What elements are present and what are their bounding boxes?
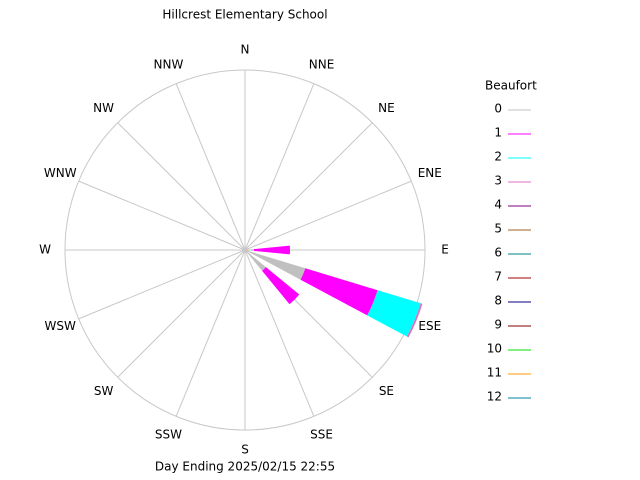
legend-label: 7 <box>494 270 502 284</box>
spoke <box>244 122 373 251</box>
spoke <box>78 180 246 251</box>
direction-label: NNE <box>309 58 335 72</box>
direction-label: WNW <box>44 166 77 180</box>
spoke <box>117 249 246 378</box>
direction-label: NNW <box>154 58 184 72</box>
legend-label: 8 <box>494 294 502 308</box>
legend-label: 1 <box>494 126 502 140</box>
direction-label: ESE <box>418 319 441 333</box>
spoke <box>175 83 246 251</box>
direction-label: NE <box>378 101 395 115</box>
direction-label: SSE <box>310 427 333 441</box>
direction-label: WSW <box>45 319 76 333</box>
spoke <box>244 180 412 251</box>
spoke <box>244 83 315 251</box>
legend-label: 5 <box>494 222 502 236</box>
direction-label: E <box>441 243 449 257</box>
spoke <box>78 249 246 320</box>
direction-label: SE <box>379 384 394 398</box>
legend-label: 3 <box>494 174 502 188</box>
wind-wedge <box>253 245 291 255</box>
legend-label: 11 <box>487 366 502 380</box>
direction-label: W <box>39 243 51 257</box>
legend-label: 4 <box>494 198 502 212</box>
spoke <box>175 249 246 417</box>
chart-footer: Day Ending 2025/02/15 22:55 <box>155 460 335 474</box>
wind-wedge <box>300 268 378 316</box>
direction-label: ENE <box>418 166 442 180</box>
chart-title: Hillcrest Elementary School <box>162 8 327 22</box>
legend-label: 9 <box>494 318 502 332</box>
legend-label: 6 <box>494 246 502 260</box>
spoke <box>244 249 315 417</box>
legend-label: 12 <box>487 390 502 404</box>
wind-wedge <box>406 303 423 338</box>
spoke <box>117 122 246 251</box>
direction-label: N <box>241 43 250 57</box>
legend-label: 10 <box>487 342 502 356</box>
direction-label: SSW <box>155 427 182 441</box>
wind-wedge <box>245 249 254 251</box>
direction-label: NW <box>93 101 114 115</box>
wind-wedge <box>245 250 266 271</box>
wind-wedge <box>262 267 300 305</box>
direction-label: SW <box>94 384 114 398</box>
legend-label: 0 <box>494 102 502 116</box>
wind-wedge <box>367 290 421 337</box>
legend-title: Beaufort <box>485 79 537 93</box>
legend-label: 2 <box>494 150 502 164</box>
wind-wedge <box>245 250 306 280</box>
direction-label: S <box>241 443 249 457</box>
